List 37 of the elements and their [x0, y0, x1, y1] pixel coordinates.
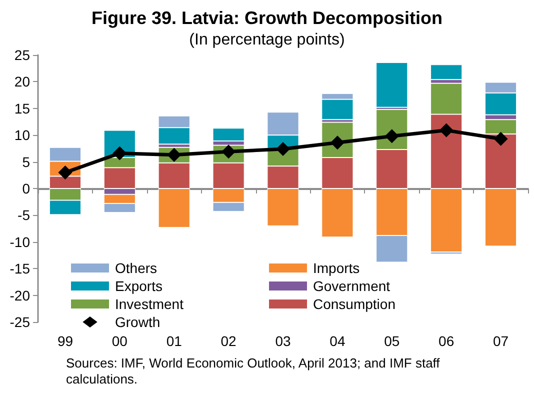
- y-tick-label: 25: [14, 47, 30, 63]
- legend-label: Investment: [115, 296, 184, 312]
- x-tick-label: 04: [330, 333, 346, 349]
- y-tick-label: 5: [22, 154, 30, 170]
- x-tick-label: 07: [492, 333, 509, 349]
- legend-label: Government: [313, 278, 390, 294]
- chart-title: Figure 39. Latvia: Growth Decomposition: [91, 8, 443, 28]
- bar: [430, 64, 462, 80]
- y-tick-label: 10: [14, 127, 30, 144]
- source-note: Sources: IMF, World Economic Outlook, April 2013; and IMF staff calculations.: [66, 356, 444, 386]
- x-tick-label: 00: [112, 333, 128, 349]
- y-tick-label: 0: [22, 180, 30, 196]
- point: [58, 165, 72, 180]
- y-tick-label: -15: [10, 260, 30, 277]
- bar: [376, 62, 408, 108]
- x-tick-label: 99: [57, 333, 74, 349]
- y-tick-label: 20: [14, 74, 30, 90]
- x-tick-label: 05: [384, 333, 400, 349]
- point: [112, 146, 127, 160]
- x-tick-label: 01: [166, 333, 182, 349]
- point: [276, 142, 290, 156]
- legend-label: Consumption: [313, 296, 396, 312]
- y-tick-label: -10: [10, 234, 30, 250]
- x-tick-label: 02: [220, 333, 237, 349]
- chart-subtitle: (In percentage points): [189, 32, 345, 48]
- legend-label: Exports: [115, 278, 162, 294]
- point: [439, 123, 454, 138]
- y-tick-label: 15: [14, 100, 30, 116]
- legend-label: Growth: [115, 314, 160, 330]
- x-tick-label: 06: [438, 333, 454, 349]
- y-tick-label: -5: [18, 207, 30, 224]
- y-tick-label: -25: [10, 314, 30, 330]
- legend-label: Others: [115, 260, 158, 276]
- x-tick-label: 03: [275, 333, 291, 349]
- point: [494, 132, 508, 146]
- legend-label: Imports: [313, 260, 360, 276]
- y-tick-label: -20: [10, 287, 30, 304]
